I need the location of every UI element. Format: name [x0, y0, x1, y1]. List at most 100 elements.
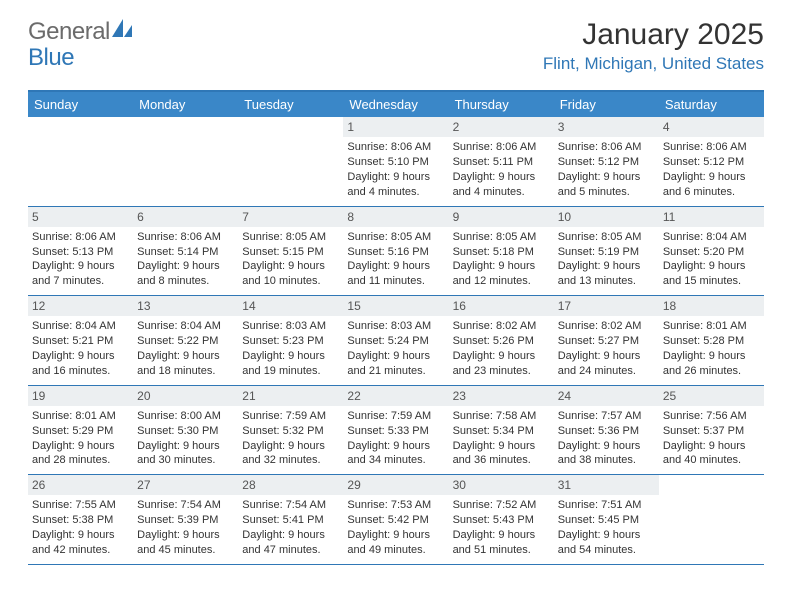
day-number: 7 — [238, 207, 343, 227]
logo: General — [28, 18, 136, 46]
daylight-line: Daylight: 9 hours and 10 minutes. — [242, 259, 339, 289]
day-number: 30 — [449, 475, 554, 495]
daylight-line: Daylight: 9 hours and 23 minutes. — [453, 349, 550, 379]
sunrise-line: Sunrise: 8:00 AM — [137, 409, 234, 424]
sunrise-line: Sunrise: 7:59 AM — [347, 409, 444, 424]
sunrise-line: Sunrise: 8:01 AM — [663, 319, 760, 334]
daylight-line: Daylight: 9 hours and 5 minutes. — [558, 170, 655, 200]
day-number: 25 — [659, 386, 764, 406]
day-cell: 20Sunrise: 8:00 AMSunset: 5:30 PMDayligh… — [133, 386, 238, 475]
month-title: January 2025 — [543, 18, 764, 52]
weekday-header: Monday — [133, 92, 238, 117]
day-number: 11 — [659, 207, 764, 227]
sunset-line: Sunset: 5:20 PM — [663, 245, 760, 260]
logo-text-general: General — [28, 18, 110, 46]
sunrise-line: Sunrise: 8:03 AM — [347, 319, 444, 334]
sunset-line: Sunset: 5:38 PM — [32, 513, 129, 528]
day-cell: 14Sunrise: 8:03 AMSunset: 5:23 PMDayligh… — [238, 296, 343, 385]
week-row: 12Sunrise: 8:04 AMSunset: 5:21 PMDayligh… — [28, 296, 764, 386]
day-cell: 18Sunrise: 8:01 AMSunset: 5:28 PMDayligh… — [659, 296, 764, 385]
sunrise-line: Sunrise: 8:04 AM — [663, 230, 760, 245]
sunrise-line: Sunrise: 8:04 AM — [137, 319, 234, 334]
daylight-line: Daylight: 9 hours and 49 minutes. — [347, 528, 444, 558]
day-cell: 27Sunrise: 7:54 AMSunset: 5:39 PMDayligh… — [133, 475, 238, 564]
sunset-line: Sunset: 5:19 PM — [558, 245, 655, 260]
daylight-line: Daylight: 9 hours and 54 minutes. — [558, 528, 655, 558]
sunset-line: Sunset: 5:45 PM — [558, 513, 655, 528]
weekday-header: Saturday — [659, 92, 764, 117]
day-cell: 26Sunrise: 7:55 AMSunset: 5:38 PMDayligh… — [28, 475, 133, 564]
sunset-line: Sunset: 5:18 PM — [453, 245, 550, 260]
sunset-line: Sunset: 5:14 PM — [137, 245, 234, 260]
day-cell: 5Sunrise: 8:06 AMSunset: 5:13 PMDaylight… — [28, 207, 133, 296]
sunset-line: Sunset: 5:11 PM — [453, 155, 550, 170]
week-row: 19Sunrise: 8:01 AMSunset: 5:29 PMDayligh… — [28, 386, 764, 476]
sunrise-line: Sunrise: 7:54 AM — [242, 498, 339, 513]
day-number: 5 — [28, 207, 133, 227]
day-cell: 15Sunrise: 8:03 AMSunset: 5:24 PMDayligh… — [343, 296, 448, 385]
sunrise-line: Sunrise: 8:01 AM — [32, 409, 129, 424]
day-cell: 16Sunrise: 8:02 AMSunset: 5:26 PMDayligh… — [449, 296, 554, 385]
sunset-line: Sunset: 5:12 PM — [663, 155, 760, 170]
sunrise-line: Sunrise: 7:53 AM — [347, 498, 444, 513]
sunset-line: Sunset: 5:36 PM — [558, 424, 655, 439]
sunrise-line: Sunrise: 8:06 AM — [453, 140, 550, 155]
day-cell: 8Sunrise: 8:05 AMSunset: 5:16 PMDaylight… — [343, 207, 448, 296]
sunrise-line: Sunrise: 7:52 AM — [453, 498, 550, 513]
sunset-line: Sunset: 5:42 PM — [347, 513, 444, 528]
week-row: 1Sunrise: 8:06 AMSunset: 5:10 PMDaylight… — [28, 117, 764, 207]
day-number: 4 — [659, 117, 764, 137]
sunrise-line: Sunrise: 8:05 AM — [347, 230, 444, 245]
empty-cell — [238, 117, 343, 206]
sunset-line: Sunset: 5:15 PM — [242, 245, 339, 260]
sunrise-line: Sunrise: 7:57 AM — [558, 409, 655, 424]
day-number: 20 — [133, 386, 238, 406]
sunrise-line: Sunrise: 8:05 AM — [453, 230, 550, 245]
daylight-line: Daylight: 9 hours and 36 minutes. — [453, 439, 550, 469]
daylight-line: Daylight: 9 hours and 4 minutes. — [347, 170, 444, 200]
day-number: 12 — [28, 296, 133, 316]
day-number: 24 — [554, 386, 659, 406]
sunset-line: Sunset: 5:24 PM — [347, 334, 444, 349]
sunrise-line: Sunrise: 8:03 AM — [242, 319, 339, 334]
day-cell: 28Sunrise: 7:54 AMSunset: 5:41 PMDayligh… — [238, 475, 343, 564]
day-cell: 9Sunrise: 8:05 AMSunset: 5:18 PMDaylight… — [449, 207, 554, 296]
sunrise-line: Sunrise: 8:06 AM — [137, 230, 234, 245]
sunset-line: Sunset: 5:39 PM — [137, 513, 234, 528]
sunrise-line: Sunrise: 8:06 AM — [347, 140, 444, 155]
day-number: 26 — [28, 475, 133, 495]
sunrise-line: Sunrise: 8:02 AM — [453, 319, 550, 334]
day-cell: 31Sunrise: 7:51 AMSunset: 5:45 PMDayligh… — [554, 475, 659, 564]
sunset-line: Sunset: 5:41 PM — [242, 513, 339, 528]
day-number: 23 — [449, 386, 554, 406]
sunset-line: Sunset: 5:16 PM — [347, 245, 444, 260]
daylight-line: Daylight: 9 hours and 40 minutes. — [663, 439, 760, 469]
weeks-container: 1Sunrise: 8:06 AMSunset: 5:10 PMDaylight… — [28, 117, 764, 565]
day-cell: 22Sunrise: 7:59 AMSunset: 5:33 PMDayligh… — [343, 386, 448, 475]
sunset-line: Sunset: 5:23 PM — [242, 334, 339, 349]
week-row: 26Sunrise: 7:55 AMSunset: 5:38 PMDayligh… — [28, 475, 764, 565]
daylight-line: Daylight: 9 hours and 12 minutes. — [453, 259, 550, 289]
sunrise-line: Sunrise: 7:58 AM — [453, 409, 550, 424]
sunset-line: Sunset: 5:13 PM — [32, 245, 129, 260]
sunset-line: Sunset: 5:27 PM — [558, 334, 655, 349]
day-number: 17 — [554, 296, 659, 316]
day-number: 22 — [343, 386, 448, 406]
day-number: 19 — [28, 386, 133, 406]
sunset-line: Sunset: 5:30 PM — [137, 424, 234, 439]
sunrise-line: Sunrise: 8:06 AM — [558, 140, 655, 155]
daylight-line: Daylight: 9 hours and 6 minutes. — [663, 170, 760, 200]
day-cell: 2Sunrise: 8:06 AMSunset: 5:11 PMDaylight… — [449, 117, 554, 206]
sunset-line: Sunset: 5:28 PM — [663, 334, 760, 349]
daylight-line: Daylight: 9 hours and 26 minutes. — [663, 349, 760, 379]
sunset-line: Sunset: 5:34 PM — [453, 424, 550, 439]
day-number: 10 — [554, 207, 659, 227]
sunrise-line: Sunrise: 8:02 AM — [558, 319, 655, 334]
sunrise-line: Sunrise: 7:51 AM — [558, 498, 655, 513]
sunrise-line: Sunrise: 8:05 AM — [242, 230, 339, 245]
empty-cell — [28, 117, 133, 206]
daylight-line: Daylight: 9 hours and 21 minutes. — [347, 349, 444, 379]
day-cell: 1Sunrise: 8:06 AMSunset: 5:10 PMDaylight… — [343, 117, 448, 206]
weekday-header: Thursday — [449, 92, 554, 117]
day-number: 14 — [238, 296, 343, 316]
